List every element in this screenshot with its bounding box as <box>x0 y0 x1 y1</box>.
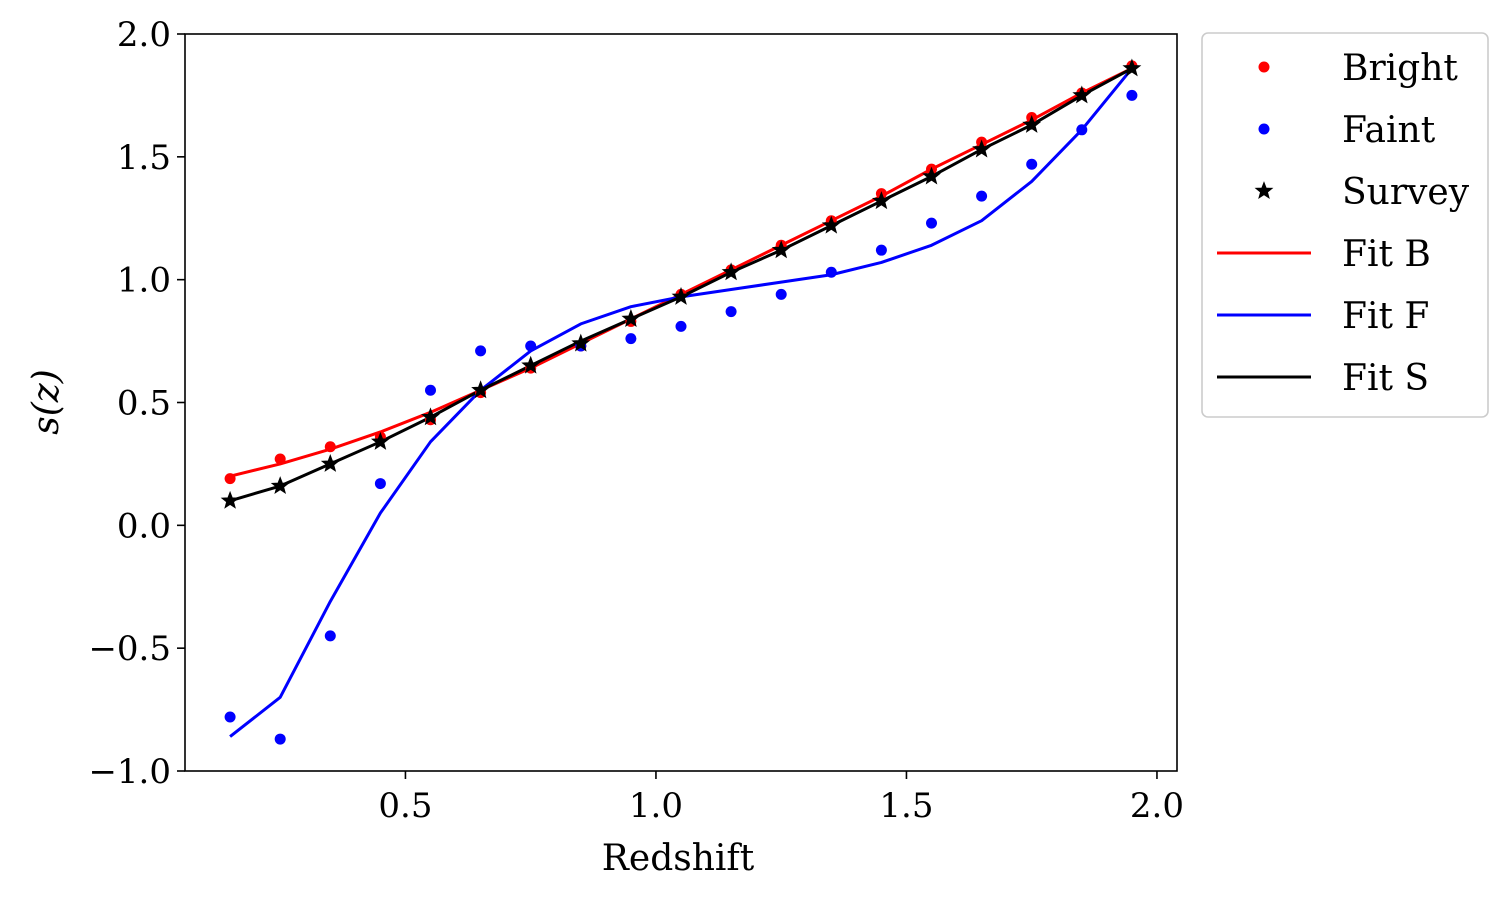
data-point-faint <box>1076 124 1088 136</box>
legend-label-fit-b: Fit B <box>1342 234 1431 275</box>
data-point-survey <box>521 355 541 374</box>
x-tick-label: 2.0 <box>1130 786 1184 826</box>
series-layer <box>220 58 1142 745</box>
x-axis-title: Redshift <box>602 838 755 879</box>
x-tick-label: 1.5 <box>879 786 933 826</box>
data-point-survey <box>270 476 290 495</box>
data-point-survey <box>621 309 641 327</box>
y-tick-label: 0.5 <box>117 384 171 424</box>
data-point-survey <box>1022 114 1042 133</box>
data-point-survey <box>571 333 591 352</box>
data-point-survey <box>871 191 891 210</box>
legend-frame <box>1201 32 1489 418</box>
data-point-survey <box>821 215 841 234</box>
data-point-survey <box>1122 58 1142 77</box>
legend-label-faint: Faint <box>1342 110 1436 151</box>
data-point-bright <box>274 453 286 465</box>
plot-frame <box>184 33 1178 772</box>
data-point-survey <box>370 431 390 450</box>
data-point-faint <box>525 340 537 352</box>
data-point-faint <box>926 217 938 229</box>
data-point-survey <box>972 139 992 158</box>
x-tick-label: 1.0 <box>629 786 683 826</box>
data-point-faint <box>775 288 787 300</box>
data-point-survey <box>922 166 941 185</box>
data-point-faint <box>875 244 887 256</box>
legend-marker-bright <box>1258 61 1270 73</box>
legend-marker-survey <box>1254 181 1274 200</box>
data-point-faint <box>675 320 687 332</box>
data-point-faint <box>825 266 837 278</box>
y-tick-label: −0.5 <box>88 629 171 669</box>
data-point-faint <box>1026 158 1038 170</box>
data-point-survey <box>671 286 691 305</box>
data-point-bright <box>224 473 236 485</box>
data-point-faint <box>274 733 286 745</box>
data-point-survey <box>771 240 791 259</box>
x-tick-label: 0.5 <box>378 786 432 826</box>
data-point-survey <box>721 262 741 281</box>
data-point-faint <box>725 306 737 318</box>
data-point-faint <box>324 630 336 642</box>
legend: Bright Faint Survey Fit B Fit F Fit S <box>1201 32 1489 418</box>
data-point-survey <box>1072 85 1092 104</box>
data-point-survey <box>421 407 440 426</box>
y-tick-label: 1.0 <box>117 261 171 301</box>
data-point-survey <box>471 380 491 399</box>
data-point-faint <box>976 190 988 202</box>
x-axis: 0.5 1.0 1.5 2.0 <box>378 771 1184 826</box>
data-point-faint <box>224 711 236 723</box>
series-line-fit-f <box>229 67 1134 738</box>
data-point-faint <box>424 384 436 396</box>
data-point-faint <box>475 345 487 357</box>
y-tick-label: 1.5 <box>117 138 171 178</box>
legend-label-survey: Survey <box>1342 172 1470 213</box>
legend-label-fit-f: Fit F <box>1342 296 1429 337</box>
legend-label-bright: Bright <box>1342 48 1458 89</box>
data-point-survey <box>320 454 340 472</box>
y-tick-label: 0.0 <box>117 506 171 546</box>
data-point-faint <box>374 478 386 490</box>
y-tick-label: 2.0 <box>117 15 171 55</box>
legend-marker-faint <box>1258 123 1270 135</box>
data-point-bright <box>324 441 336 453</box>
legend-label-fit-s: Fit S <box>1342 358 1429 399</box>
series-line-fit-b <box>229 67 1133 478</box>
y-axis: −1.0 −0.5 0.0 0.5 1.0 1.5 2.0 <box>88 15 185 792</box>
y-tick-label: −1.0 <box>88 752 171 792</box>
data-point-faint <box>625 333 637 345</box>
data-point-survey <box>220 490 240 509</box>
data-point-faint <box>1126 89 1138 101</box>
y-axis-title: s(z) <box>26 369 67 435</box>
